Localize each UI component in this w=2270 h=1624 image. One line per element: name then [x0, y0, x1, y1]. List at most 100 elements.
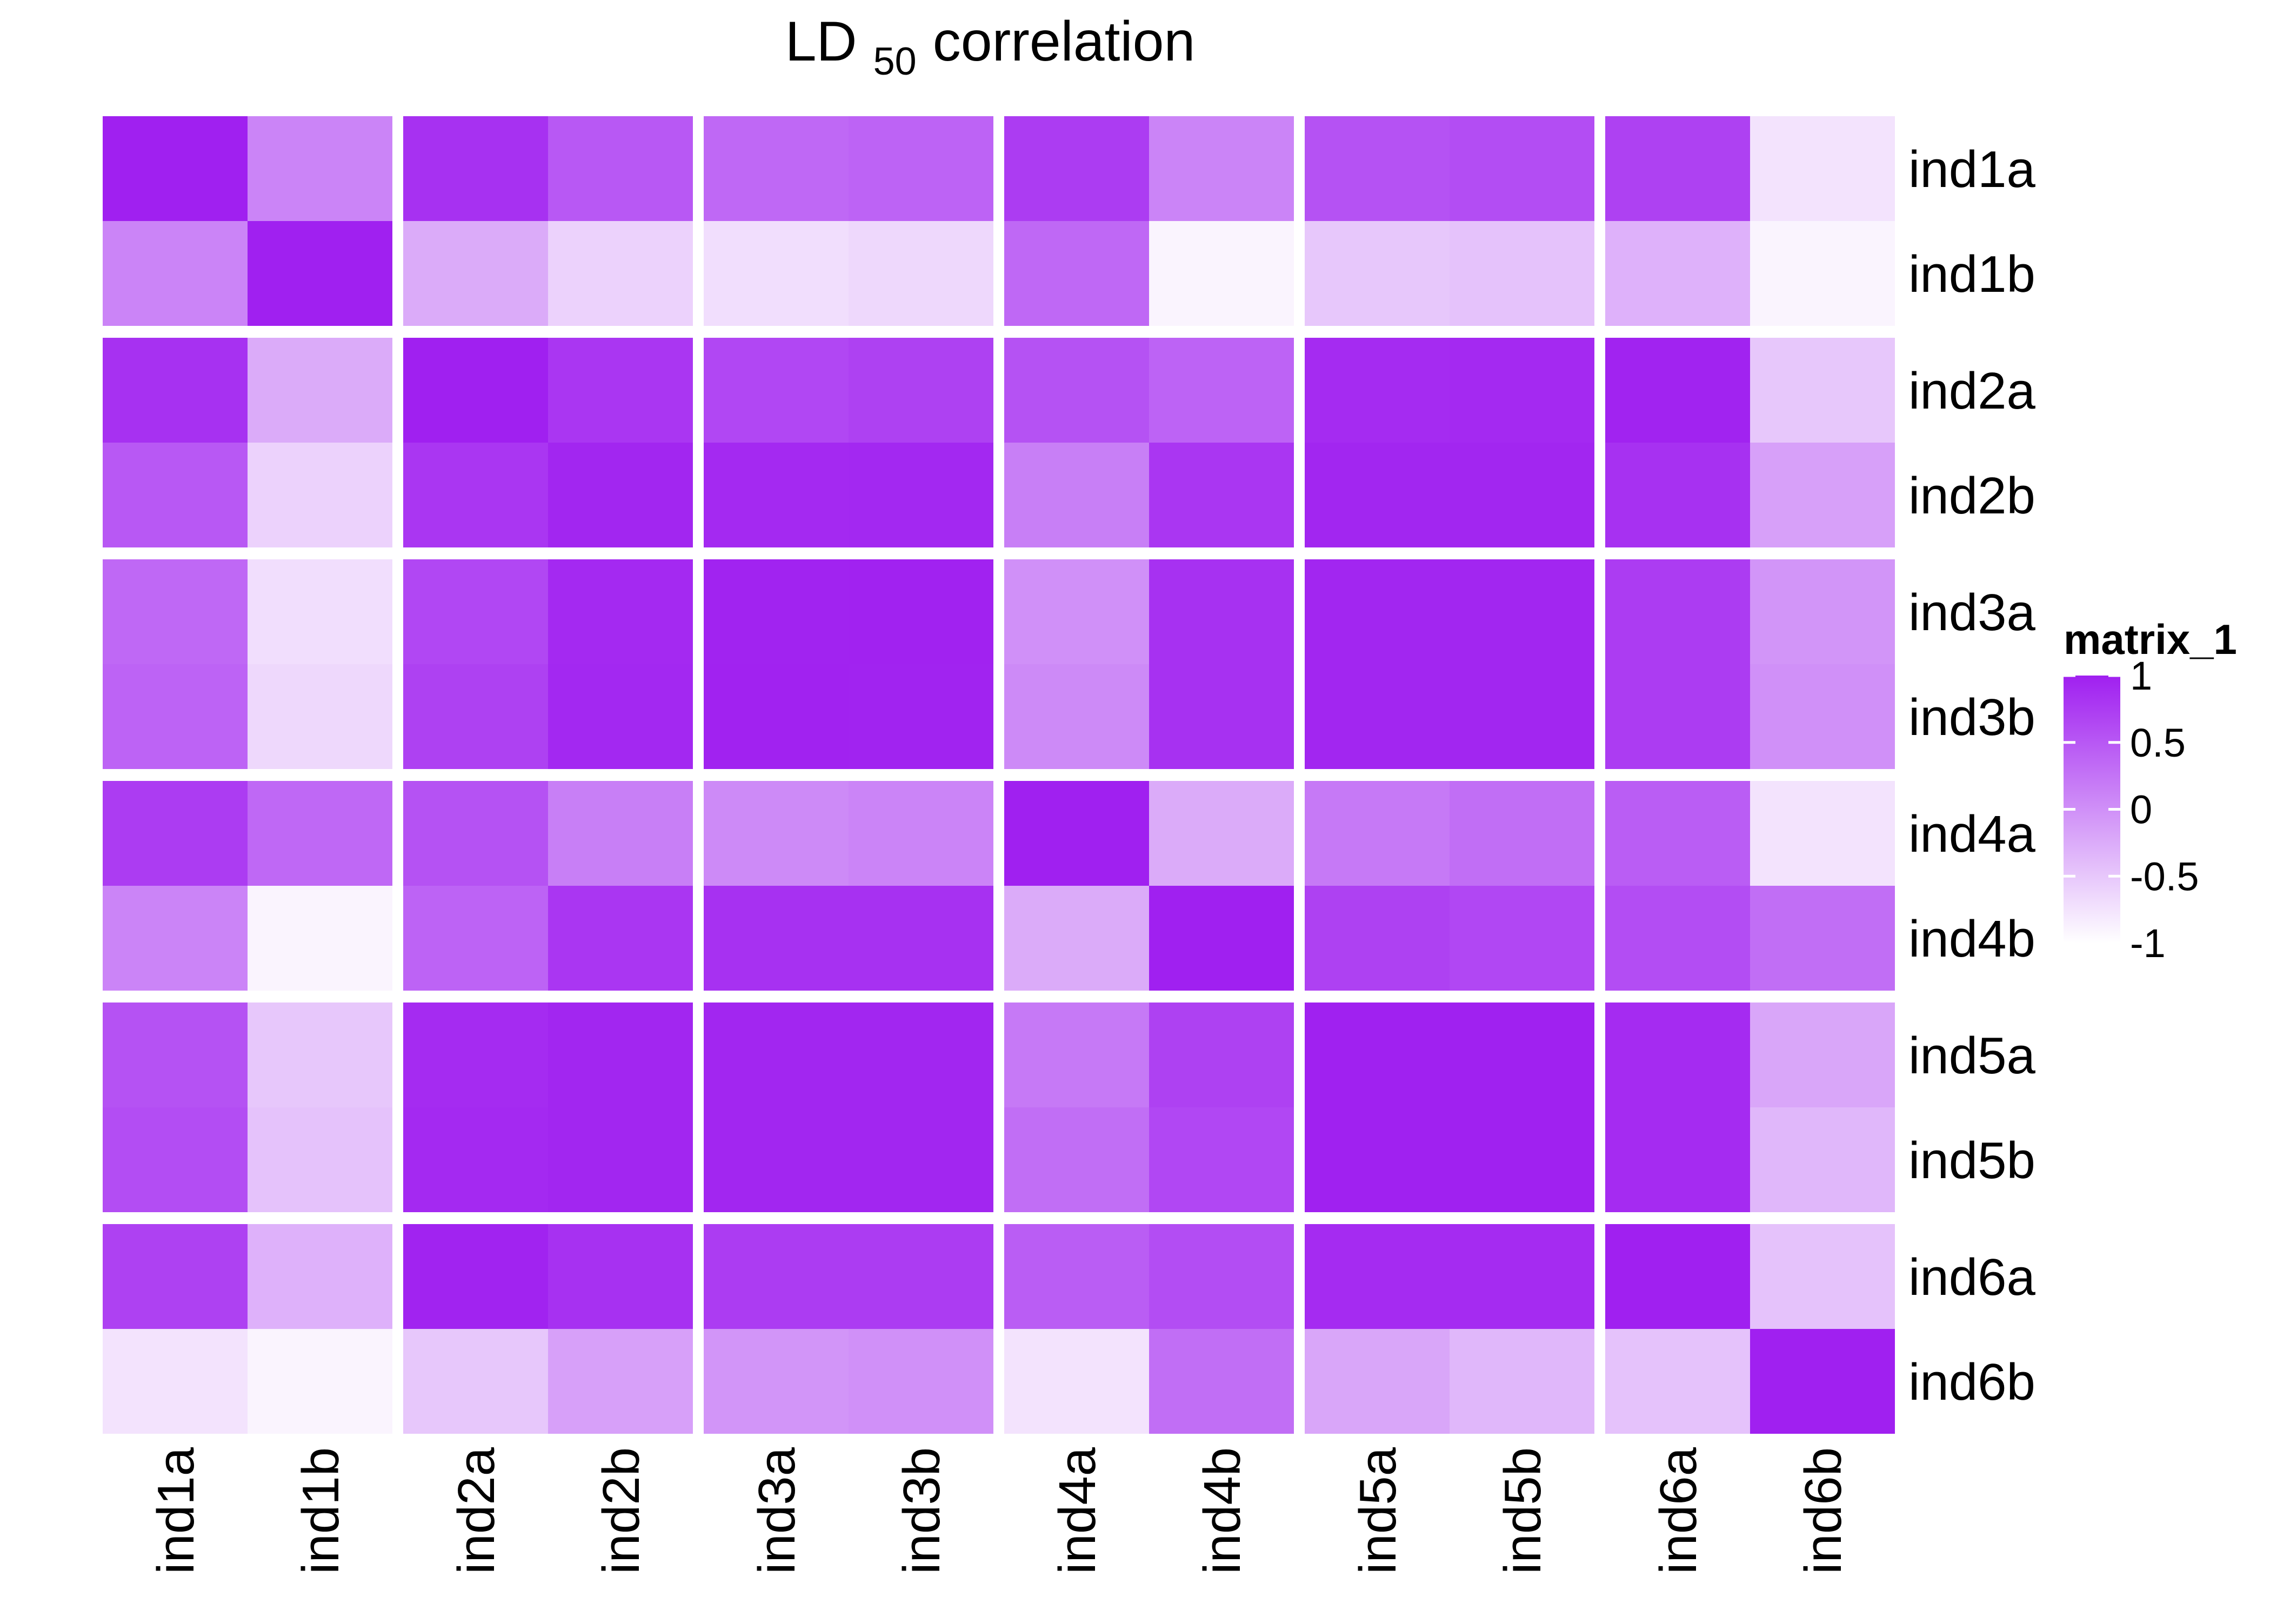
heatmap-cell — [704, 1329, 849, 1434]
row-label: ind4b — [1908, 910, 2035, 968]
heatmap-cell — [1004, 1329, 1149, 1434]
heatmap-cell — [1149, 1224, 1294, 1329]
column-label: ind5b — [1494, 1447, 1552, 1574]
heatmap-cell — [1750, 1329, 1895, 1434]
row-label: ind3a — [1908, 584, 2036, 641]
heatmap-cell — [103, 338, 248, 443]
heatmap-cell — [1305, 1107, 1450, 1212]
heatmap-cell — [1450, 1107, 1594, 1212]
heatmap-cell — [403, 1224, 548, 1329]
heatmap-cell — [548, 559, 693, 664]
heatmap-cell — [548, 338, 693, 443]
colorbar-tick-label: 0 — [2130, 787, 2152, 832]
heatmap-cell — [1450, 886, 1594, 991]
heatmap-cell — [103, 443, 248, 547]
heatmap-cell — [248, 1107, 392, 1212]
column-label: ind1b — [292, 1447, 350, 1574]
heatmap-cell — [1149, 1329, 1294, 1434]
heatmap-cell — [1004, 1224, 1149, 1329]
column-label: ind6b — [1794, 1447, 1852, 1574]
heatmap-cell — [548, 1329, 693, 1434]
heatmap-cell — [849, 338, 993, 443]
colorbar-tick-label: 0.5 — [2130, 720, 2186, 765]
column-label: ind4b — [1193, 1447, 1251, 1574]
heatmap-cell — [103, 664, 248, 769]
column-label: ind5a — [1349, 1447, 1407, 1574]
heatmap-cell — [704, 443, 849, 547]
column-label: ind2b — [592, 1447, 650, 1574]
heatmap-cell — [403, 664, 548, 769]
heatmap-cell — [103, 221, 248, 326]
heatmap-cell — [103, 1224, 248, 1329]
heatmap-cell — [1750, 886, 1895, 991]
heatmap-cells — [103, 116, 1895, 1434]
heatmap-cell — [1305, 338, 1450, 443]
heatmap-cell — [1750, 338, 1895, 443]
heatmap-cell — [403, 781, 548, 886]
heatmap-cell — [248, 443, 392, 547]
heatmap-cell — [403, 338, 548, 443]
heatmap-cell — [1605, 116, 1750, 221]
heatmap-cell — [1605, 221, 1750, 326]
row-label: ind5a — [1908, 1027, 2036, 1085]
heatmap-cell — [103, 781, 248, 886]
heatmap-cell — [1450, 781, 1594, 886]
heatmap-cell — [1750, 1003, 1895, 1107]
heatmap-cell — [704, 559, 849, 664]
heatmap-cell — [1605, 338, 1750, 443]
heatmap-cell — [704, 781, 849, 886]
heatmap-cell — [849, 886, 993, 991]
chart-title-suffix: correlation — [933, 10, 1196, 73]
heatmap-cell — [1149, 338, 1294, 443]
heatmap-cell — [248, 116, 392, 221]
heatmap-cell — [548, 443, 693, 547]
heatmap-cell — [1605, 1107, 1750, 1212]
column-label: ind1a — [147, 1447, 205, 1574]
heatmap-cell — [1605, 1003, 1750, 1107]
row-label: ind6b — [1908, 1353, 2035, 1411]
heatmap-cell — [1605, 781, 1750, 886]
row-label: ind2b — [1908, 467, 2035, 525]
heatmap-cell — [1149, 221, 1294, 326]
heatmap-cell — [1004, 781, 1149, 886]
heatmap-cell — [1305, 1003, 1450, 1107]
heatmap-cell — [1450, 221, 1594, 326]
heatmap-cell — [103, 1107, 248, 1212]
heatmap-cell — [1750, 664, 1895, 769]
row-label: ind5b — [1908, 1132, 2035, 1189]
heatmap-cell — [248, 886, 392, 991]
column-label: ind2a — [448, 1447, 505, 1574]
heatmap-cell — [849, 559, 993, 664]
colorbar-legend: matrix_11 0.5 0 -0.5 -1 — [2064, 616, 2237, 966]
heatmap-cell — [1149, 664, 1294, 769]
column-labels: ind1a ind1b ind2a ind2b ind3a ind3b ind4a ind4b… — [147, 1447, 1852, 1574]
heatmap-cell — [1004, 1003, 1149, 1107]
heatmap-cell — [1149, 886, 1294, 991]
heatmap-cell — [704, 1003, 849, 1107]
heatmap-cell — [1149, 781, 1294, 886]
heatmap-cell — [1450, 338, 1594, 443]
heatmap-cell — [849, 116, 993, 221]
heatmap-cell — [103, 559, 248, 664]
heatmap-cell — [1305, 781, 1450, 886]
column-label: ind3a — [748, 1447, 806, 1574]
row-label: ind1a — [1908, 141, 2036, 198]
heatmap-cell — [548, 1107, 693, 1212]
heatmap-cell — [403, 1107, 548, 1212]
heatmap-cell — [1750, 1107, 1895, 1212]
row-label: ind4a — [1908, 805, 2036, 863]
heatmap-cell — [403, 1003, 548, 1107]
chart-title: LD 50 correlation — [785, 10, 1196, 83]
colorbar-tick-label: 1 — [2130, 653, 2152, 698]
row-label: ind3b — [1908, 689, 2035, 746]
heatmap-cell — [1750, 559, 1895, 664]
heatmap-cell — [1750, 1224, 1895, 1329]
heatmap-cell — [1450, 116, 1594, 221]
heatmap-cell — [1149, 443, 1294, 547]
row-label: ind1b — [1908, 245, 2035, 303]
colorbar-title: matrix_1 — [2064, 616, 2237, 663]
heatmap-cell — [403, 886, 548, 991]
heatmap-cell — [1004, 664, 1149, 769]
heatmap-cell — [1305, 443, 1450, 547]
